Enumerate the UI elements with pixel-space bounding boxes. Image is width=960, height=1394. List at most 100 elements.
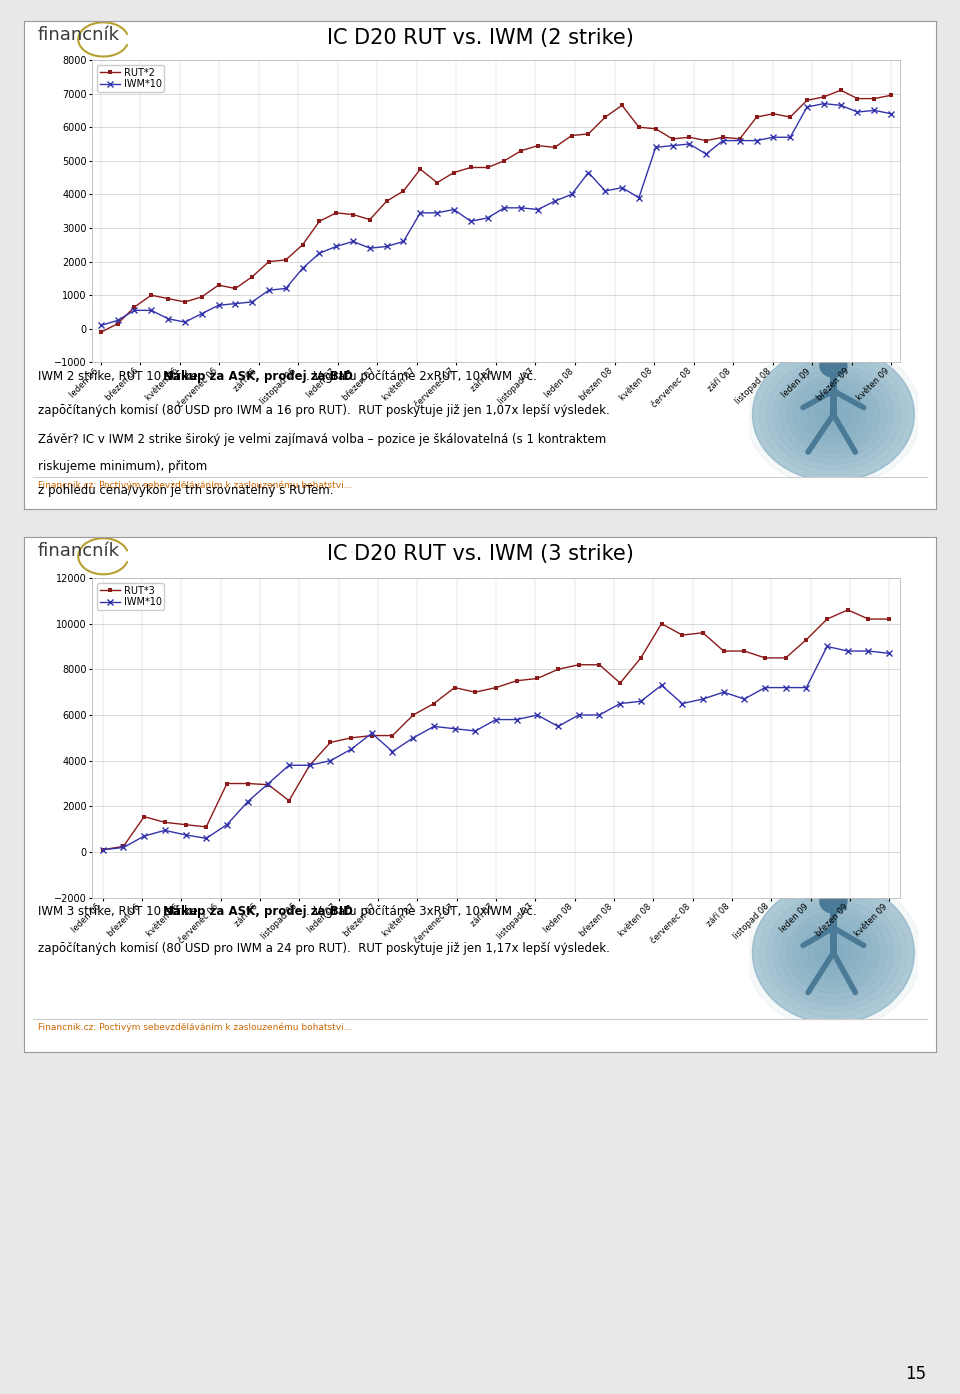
Text: Závěr? IC v IWM 2 strike široký je velmi zajímavá volba – pozice je škálovatelná: Závěr? IC v IWM 2 strike široký je velmi… xyxy=(37,434,606,446)
RUT*3 xyxy=(738,643,750,659)
RUT*2 xyxy=(634,118,645,135)
IWM*10 xyxy=(593,707,605,723)
Circle shape xyxy=(780,906,887,999)
IWM*10 xyxy=(684,135,695,152)
Circle shape xyxy=(815,399,852,429)
IWM*10 xyxy=(297,259,308,276)
Circle shape xyxy=(766,895,900,1011)
IWM*10 xyxy=(201,829,212,846)
RUT*2 xyxy=(213,277,225,294)
IWM*10 xyxy=(482,209,493,226)
IWM*10 xyxy=(583,164,594,181)
RUT*2 xyxy=(818,89,829,106)
IWM*10 xyxy=(656,677,667,694)
Circle shape xyxy=(787,376,879,453)
Text: Nákup za ASK, prodej za BID: Nákup za ASK, prodej za BID xyxy=(163,906,353,919)
IWM*10 xyxy=(759,679,771,696)
RUT*2 xyxy=(129,298,140,315)
IWM*10 xyxy=(263,282,275,298)
Circle shape xyxy=(820,354,847,376)
IWM*10 xyxy=(247,294,258,311)
IWM*10 xyxy=(448,201,460,217)
RUT*3 xyxy=(97,842,108,859)
RUT*3 xyxy=(677,627,688,644)
Circle shape xyxy=(759,888,907,1018)
IWM*10 xyxy=(614,696,626,712)
Text: Financnik.cz: Poctivým sebevzděláváním k zaslouzenému bohatstvi...: Financnik.cz: Poctivým sebevzděláváním k… xyxy=(37,481,352,491)
Text: IC D20 RUT vs. IWM (2 strike): IC D20 RUT vs. IWM (2 strike) xyxy=(326,28,634,49)
Text: riskujeme minimum), přitom: riskujeme minimum), přitom xyxy=(37,460,207,473)
IWM*10 xyxy=(180,827,191,843)
IWM*10 xyxy=(634,190,645,206)
IWM*10 xyxy=(346,740,357,757)
RUT*2 xyxy=(549,139,561,156)
RUT*3 xyxy=(324,735,336,751)
RUT*3 xyxy=(842,602,853,619)
Circle shape xyxy=(820,889,847,913)
IWM*10 xyxy=(822,638,833,655)
IWM*10 xyxy=(229,296,241,312)
RUT*3 xyxy=(428,696,440,712)
IWM*10 xyxy=(348,233,359,250)
IWM*10 xyxy=(511,711,522,728)
IWM*10 xyxy=(242,793,253,810)
IWM*10 xyxy=(599,183,611,199)
Circle shape xyxy=(794,919,873,987)
Line: IWM*10: IWM*10 xyxy=(98,100,894,328)
IWM*10 xyxy=(221,817,232,834)
Circle shape xyxy=(801,924,866,981)
RUT*2 xyxy=(768,106,780,123)
RUT*2 xyxy=(280,251,292,268)
Circle shape xyxy=(822,942,845,963)
Circle shape xyxy=(746,877,922,1029)
IWM*10 xyxy=(196,305,207,322)
IWM*10 xyxy=(532,201,543,217)
IWM*10 xyxy=(213,297,225,314)
IWM*10 xyxy=(552,718,564,735)
RUT*3 xyxy=(801,631,812,648)
Text: . V grafu počítáme 2xRUT, 10xIWM  vč.: . V grafu počítáme 2xRUT, 10xIWM vč. xyxy=(305,369,537,383)
IWM*10 xyxy=(449,721,461,737)
IWM*10 xyxy=(314,245,325,262)
IWM*10 xyxy=(138,828,150,845)
RUT*3 xyxy=(780,650,791,666)
RUT*2 xyxy=(482,159,493,176)
Circle shape xyxy=(807,393,859,436)
RUT*2 xyxy=(784,109,796,125)
IWM*10 xyxy=(780,679,791,696)
RUT*2 xyxy=(701,132,712,149)
RUT*2 xyxy=(869,91,880,107)
RUT*3 xyxy=(180,817,191,834)
IWM*10 xyxy=(885,106,897,123)
Circle shape xyxy=(753,882,914,1023)
RUT*2 xyxy=(516,142,527,159)
RUT*3 xyxy=(366,728,377,744)
RUT*2 xyxy=(802,92,813,109)
IWM*10 xyxy=(842,643,853,659)
RUT*3 xyxy=(159,814,171,831)
IWM*10 xyxy=(701,146,712,163)
IWM*10 xyxy=(616,180,628,197)
Circle shape xyxy=(780,371,887,459)
IWM*10 xyxy=(636,693,647,710)
RUT*2 xyxy=(95,323,107,340)
IWM*10 xyxy=(801,679,812,696)
RUT*3 xyxy=(242,775,253,792)
RUT*2 xyxy=(465,159,476,176)
Text: zapōčítaných komisí (80 USD pro IWM a 16 pro RUT).  RUT poskytuje již jen 1,07x : zapōčítaných komisí (80 USD pro IWM a 16… xyxy=(37,404,610,417)
RUT*3 xyxy=(656,615,667,631)
RUT*2 xyxy=(196,289,207,305)
RUT*2 xyxy=(162,290,174,307)
RUT*3 xyxy=(697,625,708,641)
RUT*3 xyxy=(138,809,150,825)
Circle shape xyxy=(759,354,907,475)
RUT*3 xyxy=(283,792,295,809)
Line: IWM*10: IWM*10 xyxy=(100,644,892,853)
Circle shape xyxy=(766,360,900,470)
RUT*3 xyxy=(201,818,212,835)
IWM*10 xyxy=(465,213,476,230)
IWM*10 xyxy=(717,132,729,149)
Text: . V grafu počítáme 3xRUT, 10xIWM  vč.: . V grafu počítáme 3xRUT, 10xIWM vč. xyxy=(305,906,536,919)
IWM*10 xyxy=(718,684,730,701)
IWM*10 xyxy=(304,757,316,774)
